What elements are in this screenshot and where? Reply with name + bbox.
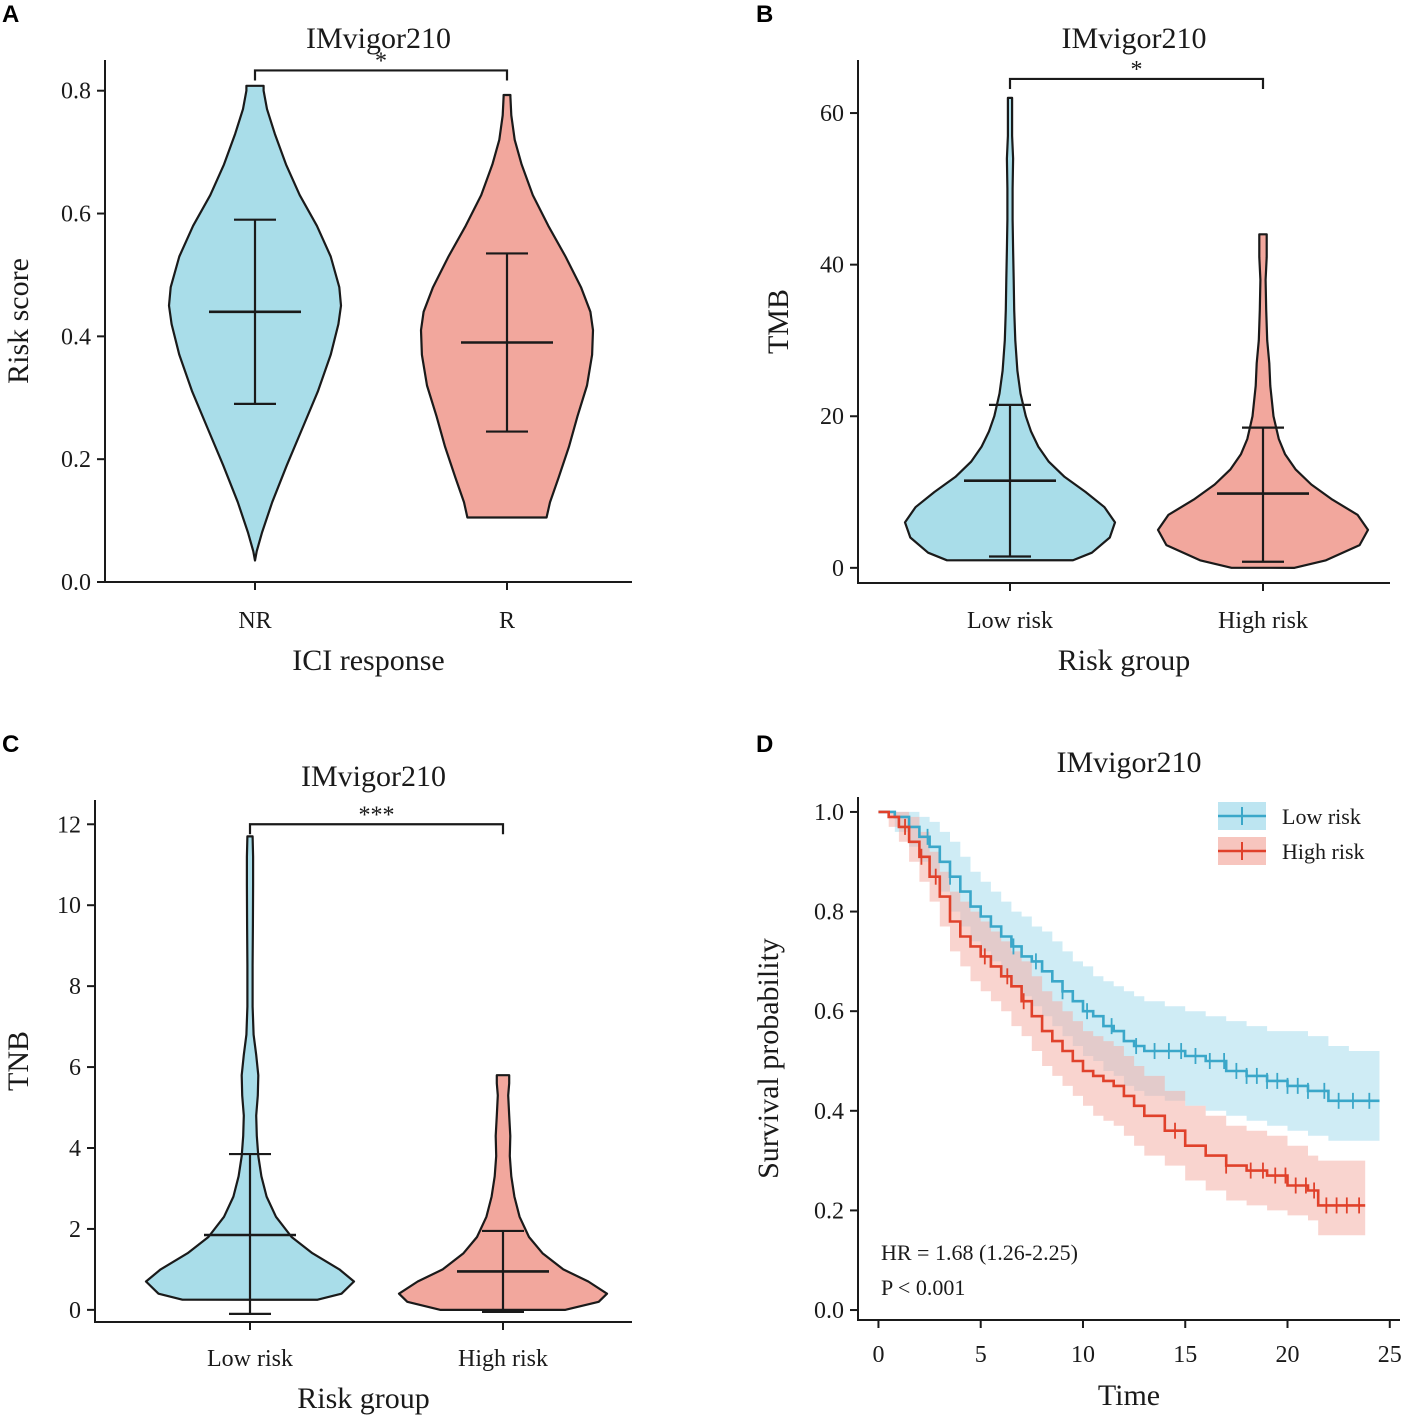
x-tick-label: High risk <box>458 1346 548 1372</box>
x-tick-label: Low risk <box>967 608 1053 634</box>
y-tick-label: 0.4 <box>61 324 91 350</box>
x-tick-label: 15 <box>1173 1342 1197 1368</box>
significance-label: * <box>375 48 387 74</box>
panel-letter-d: D <box>756 731 773 758</box>
y-tick-label: 20 <box>820 404 844 430</box>
significance-bracket <box>248 823 505 835</box>
y-tick-label: 0.6 <box>61 202 91 228</box>
panel-d: D IMvigor210 0.0 0.2 0.4 0.6 0.8 1.0 0 5 10 15 20 25… <box>752 731 1402 1412</box>
p-value-annotation: P < 0.001 <box>881 1275 965 1300</box>
violin-low-risk <box>903 96 1117 562</box>
chart-title: IMvigor210 <box>301 760 446 793</box>
hazard-ratio-annotation: HR = 1.68 (1.26-2.25) <box>881 1240 1078 1265</box>
y-tick-label: 0 <box>69 1298 81 1324</box>
y-tick-label: 0.4 <box>814 1099 844 1125</box>
y-tick-label: 12 <box>57 812 81 838</box>
y-tick-label: 0.2 <box>814 1198 844 1224</box>
x-tick-label: 10 <box>1071 1342 1095 1368</box>
x-tick-label: High risk <box>1218 608 1308 634</box>
x-tick-label: 20 <box>1276 1342 1300 1368</box>
y-tick-label: 0.6 <box>814 999 844 1025</box>
x-tick-label: 25 <box>1378 1342 1402 1368</box>
axis-lines <box>857 60 1390 584</box>
y-tick-label: 0.0 <box>61 570 91 596</box>
y-axis-label: TNB <box>2 1031 35 1091</box>
y-tick-label: 0.8 <box>61 79 91 105</box>
confidence-band-low-risk <box>878 811 1380 1141</box>
violin-low-risk <box>144 835 356 1301</box>
chart-title: IMvigor210 <box>1062 22 1207 55</box>
y-tick-label: 60 <box>820 101 844 127</box>
panel-b: B IMvigor210 0 20 40 60 Low risk High risk Risk… <box>756 1 1390 677</box>
chart-title: IMvigor210 <box>306 22 451 55</box>
y-tick-label: 0.0 <box>814 1298 844 1324</box>
x-tick-label: Low risk <box>207 1346 293 1372</box>
y-tick-label: 6 <box>69 1055 81 1081</box>
panel-letter-b: B <box>756 1 773 28</box>
panel-letter-c: C <box>2 731 19 758</box>
x-axis-label: ICI response <box>292 644 444 677</box>
y-tick-label: 0 <box>832 556 844 582</box>
y-tick-label: 2 <box>69 1217 81 1243</box>
y-axis-label: Risk score <box>2 258 35 384</box>
x-axis-label: Risk group <box>1058 644 1191 677</box>
legend-label-high-risk: High risk <box>1282 839 1365 864</box>
significance-bracket <box>253 69 509 81</box>
panel-a: A IMvigor210 0.0 0.2 0.4 0.6 0.8 NR R ICI respon… <box>2 1 632 677</box>
x-tick-label: NR <box>238 608 271 634</box>
y-tick-label: 0.8 <box>814 900 844 926</box>
chart-title: IMvigor210 <box>1057 746 1202 779</box>
x-tick-label: R <box>499 608 515 634</box>
significance-label: * <box>1131 57 1143 83</box>
axis-lines <box>857 797 1400 1321</box>
y-tick-label: 0.2 <box>61 447 91 473</box>
confidence-band-high-risk <box>878 811 1366 1236</box>
x-tick-label: 0 <box>872 1342 884 1368</box>
panel-c: C IMvigor210 0 2 4 6 8 10 12 Low risk High risk Ri… <box>2 731 632 1415</box>
legend-label-low-risk: Low risk <box>1282 804 1361 829</box>
x-axis-label: Risk group <box>297 1382 430 1415</box>
significance-label: *** <box>359 802 395 828</box>
violin-high-risk <box>1156 233 1370 569</box>
y-tick-label: 8 <box>69 974 81 1000</box>
panel-letter-a: A <box>2 1 19 28</box>
y-axis-label: TMB <box>762 289 795 354</box>
y-tick-label: 10 <box>57 893 81 919</box>
x-axis-label: Time <box>1098 1379 1160 1412</box>
y-tick-label: 4 <box>69 1136 81 1162</box>
y-tick-label: 40 <box>820 253 844 279</box>
y-axis-label: Survival probability <box>752 938 785 1179</box>
violin-high-risk <box>397 1074 609 1311</box>
axis-lines <box>94 800 632 1323</box>
y-tick-label: 1.0 <box>814 800 844 826</box>
x-tick-label: 5 <box>975 1342 987 1368</box>
significance-bracket <box>1008 77 1265 89</box>
